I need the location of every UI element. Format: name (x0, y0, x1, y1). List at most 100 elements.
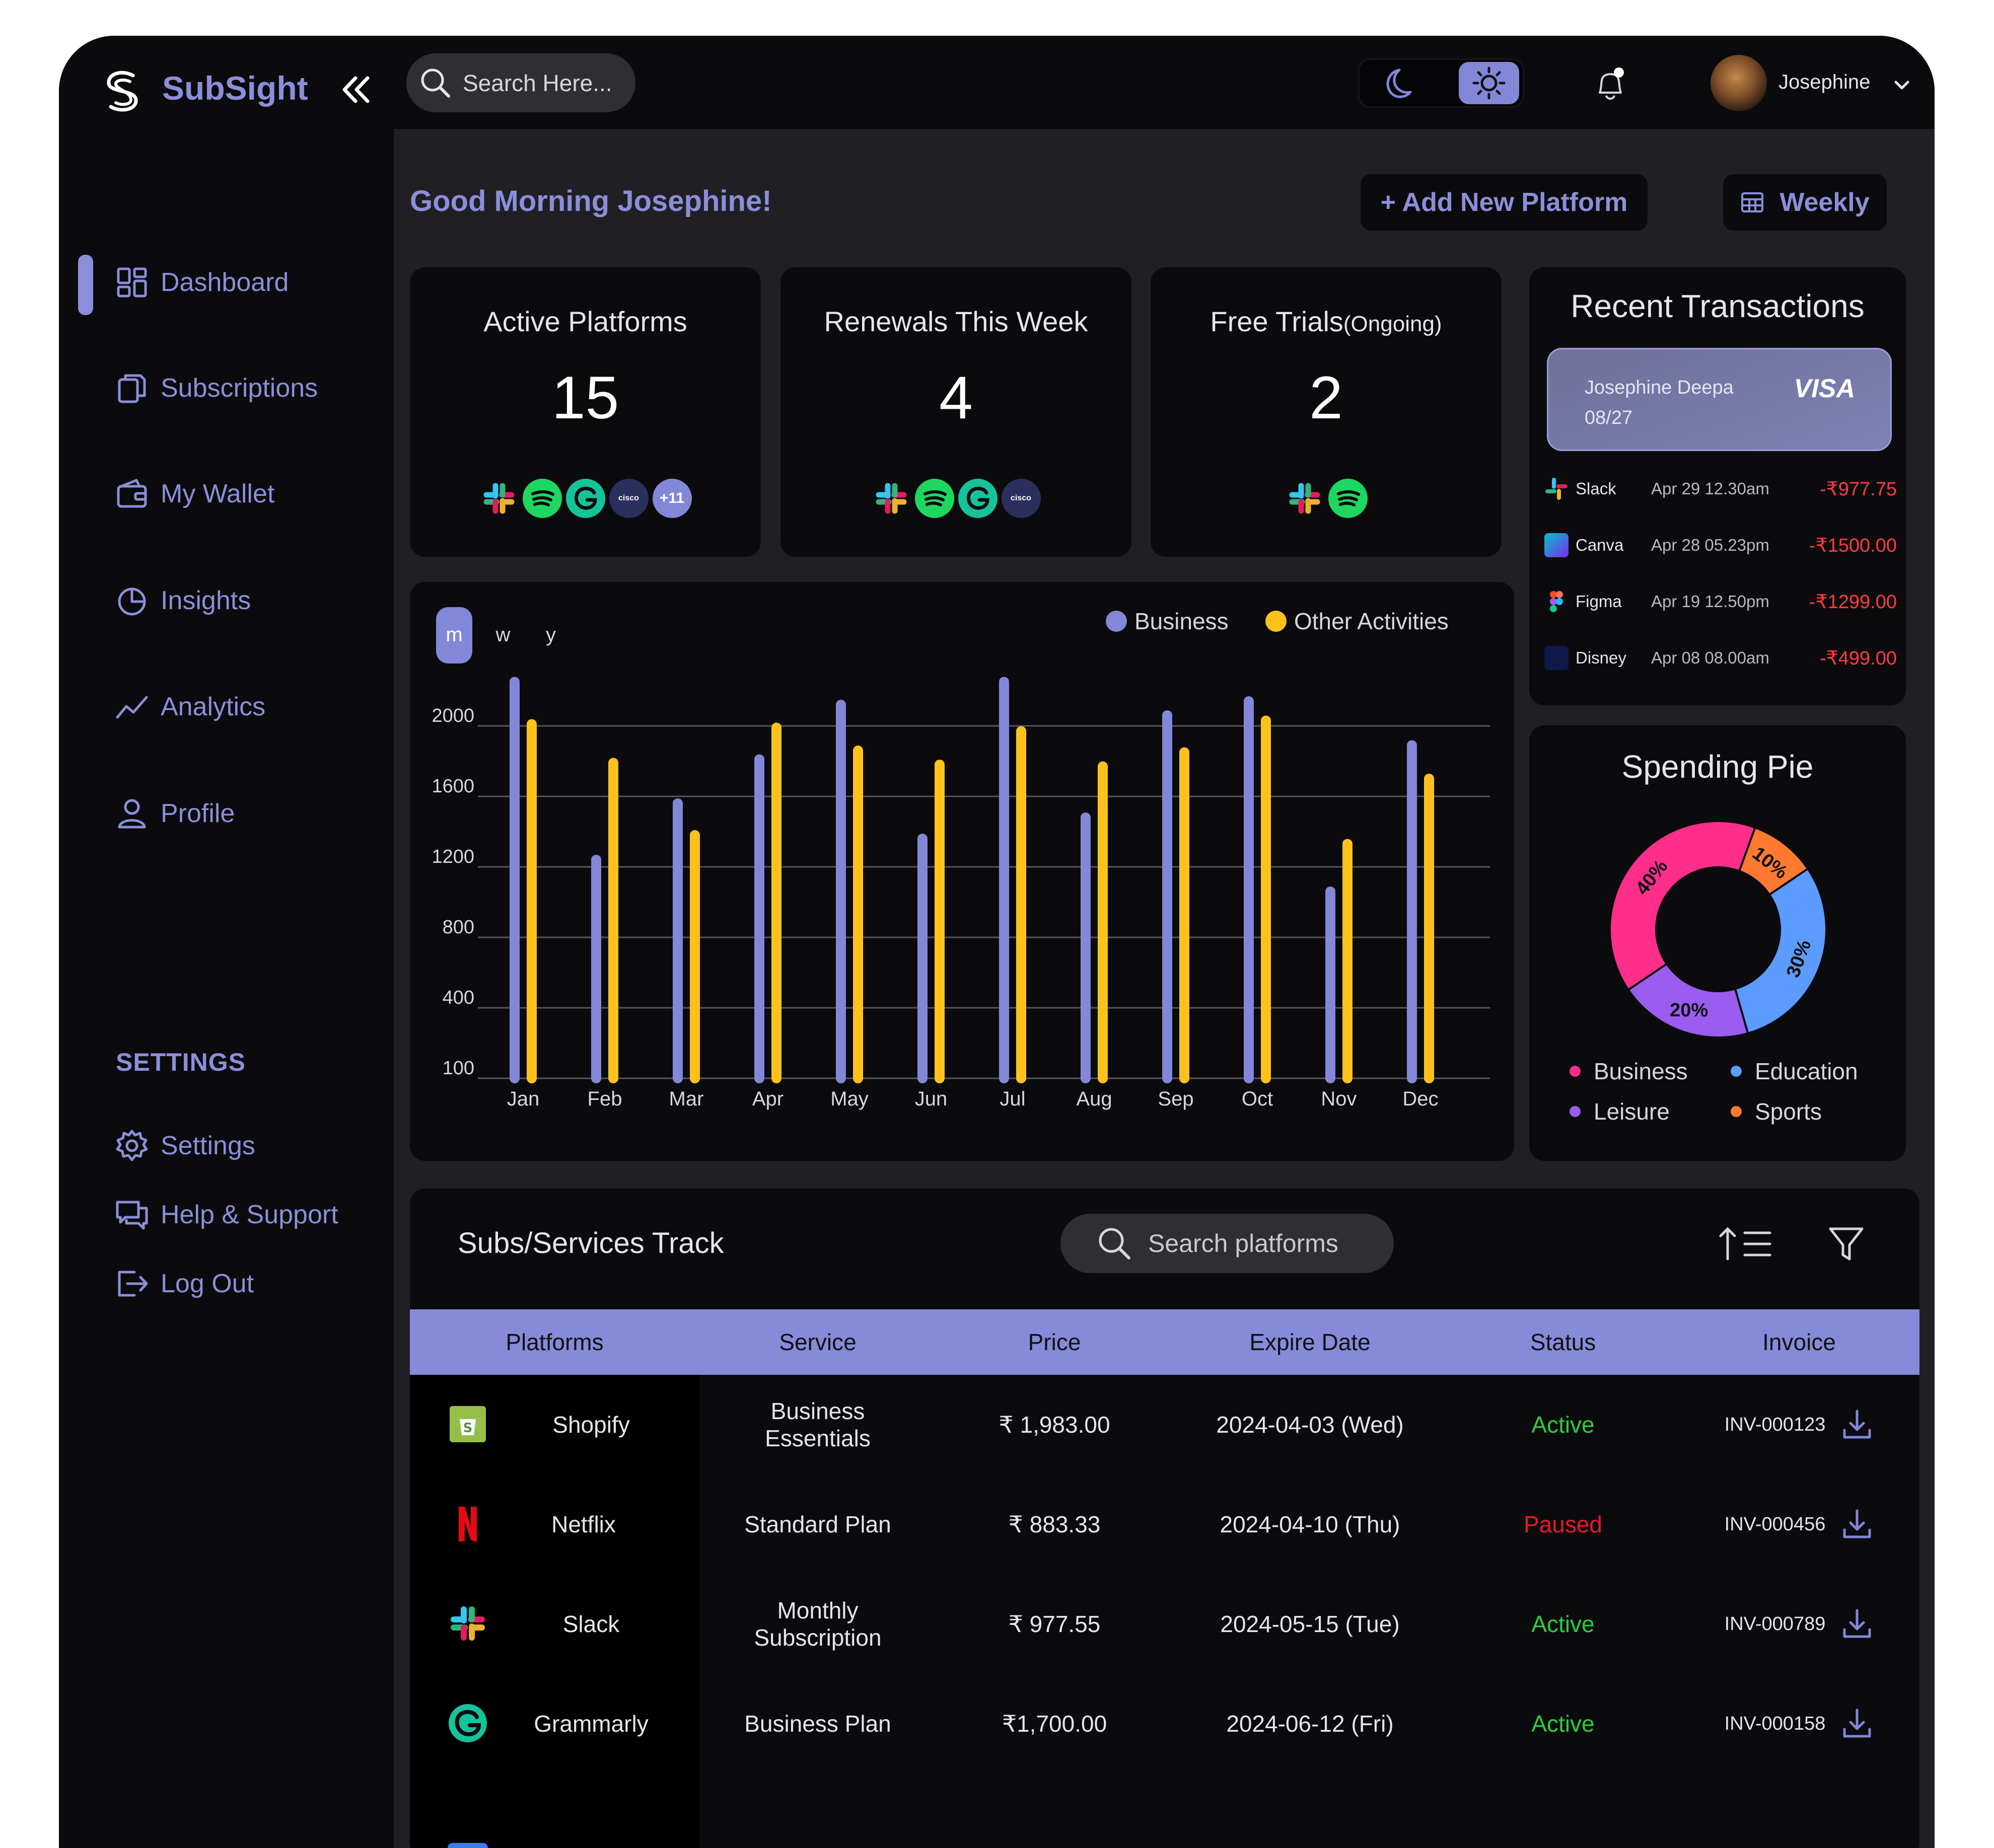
x-tick-label: Jan (507, 1088, 540, 1110)
transaction-row[interactable]: Canva Apr 28 05.23pm -₹1500.00 (1544, 530, 1897, 560)
platform-name: Netflix (551, 1511, 616, 1537)
download-icon[interactable] (1840, 1607, 1874, 1641)
sidebar-item-profile[interactable]: Profile (114, 796, 235, 831)
sidebar: Dashboard Subscriptions My Wallet Insigh… (59, 129, 394, 1848)
stat-title: Active Platforms (483, 306, 687, 337)
period-tab-m[interactable]: m (446, 624, 462, 646)
column-service[interactable]: Service (779, 1329, 857, 1355)
sort-icon[interactable] (1717, 1224, 1774, 1264)
global-search-input[interactable]: Search Here... (406, 53, 635, 112)
pie-slice-leisure (1626, 963, 1749, 1039)
insights-icon (118, 587, 146, 616)
invoice-cell: INV-000123 (1679, 1375, 1919, 1474)
sidebar-item-label: My Wallet (161, 479, 275, 508)
canva-icon (1544, 533, 1569, 557)
y-tick-label: 1200 (432, 846, 474, 867)
legend-dot (1570, 1066, 1581, 1077)
invoice-cell: INV-000158 (1679, 1674, 1919, 1773)
platform-name: Slack (562, 1611, 620, 1637)
period-tab-active-bg[interactable] (436, 607, 472, 663)
grammarly-icon (958, 479, 998, 518)
x-tick-label: Aug (1076, 1088, 1112, 1110)
gear-icon (116, 1130, 148, 1161)
period-select-button[interactable]: Weekly (1723, 174, 1887, 231)
transaction-amount: -₹499.00 (1819, 647, 1897, 669)
stat-value: 4 (939, 364, 973, 431)
platform-search-input[interactable]: Search platforms (1060, 1214, 1394, 1273)
download-icon[interactable] (1840, 1707, 1874, 1740)
transaction-amount: -₹977.75 (1819, 478, 1897, 500)
filter-icon[interactable] (1827, 1224, 1865, 1264)
status-badge: Active (1531, 1611, 1595, 1637)
transactions-title: Recent Transactions (1571, 288, 1865, 324)
notification-bell-icon[interactable] (1590, 63, 1630, 106)
sidebar-item-dashboard[interactable]: Dashboard (114, 265, 289, 300)
top-bar: SubSight Search Here... (59, 36, 1935, 129)
pie-legend-sports: Sports (1731, 1098, 1822, 1125)
legend-dot (1570, 1106, 1581, 1117)
recent-transactions-card: Recent Transactions Josephine Deepa 08/2… (1529, 267, 1906, 705)
renewals-card: Renewals This Week 4 cisco (780, 267, 1131, 557)
moon-icon[interactable] (1374, 65, 1414, 103)
legend-dot (1731, 1066, 1742, 1077)
collapse-sidebar-icon[interactable] (338, 72, 374, 107)
x-tick-label: May (830, 1088, 869, 1110)
light-mode-button[interactable] (1459, 62, 1519, 104)
platform-name: Shopify (552, 1412, 630, 1438)
free-trials-card: Free Trials(Ongoing) 2 (1151, 267, 1502, 557)
table-row[interactable]: Netflix Standard Plan ₹ 883.33 2024-04-1… (410, 1474, 1919, 1574)
transaction-name: Disney (1576, 648, 1626, 667)
table-row[interactable]: Slack Monthly Subscription ₹ 977.55 2024… (410, 1574, 1919, 1674)
chevron-down-icon[interactable] (1892, 75, 1912, 95)
slack-icon (871, 479, 911, 518)
transaction-row[interactable]: Slack Apr 29 12.30am -₹977.75 (1544, 474, 1897, 504)
app-window: SubSight Search Here... (59, 36, 1935, 1848)
svg-text:S: S (463, 1421, 473, 1436)
column-price[interactable]: Price (1028, 1329, 1081, 1355)
price: ₹ 1,983.00 (999, 1412, 1110, 1438)
sidebar-item-my-wallet[interactable]: My Wallet (114, 476, 274, 511)
column-status[interactable]: Status (1530, 1329, 1596, 1355)
stat-value: 2 (1309, 364, 1343, 431)
transaction-amount: -₹1500.00 (1809, 535, 1897, 556)
calendar-icon (1741, 192, 1764, 212)
avatar[interactable] (1711, 55, 1767, 111)
table-row[interactable]: S Shopify Business Essentials ₹ 1,983.00… (410, 1375, 1919, 1474)
transaction-row[interactable]: Figma Apr 19 12.50pm -₹1299.00 (1544, 586, 1897, 617)
subscriptions-icon (118, 374, 146, 403)
add-new-platform-button[interactable]: + Add New Platform (1361, 174, 1648, 231)
status-badge: Active (1531, 1412, 1595, 1438)
legend-dot (1265, 611, 1287, 632)
period-tab-w[interactable]: w (495, 624, 511, 646)
period-tab-y[interactable]: y (546, 624, 556, 646)
sidebar-item-subscriptions[interactable]: Subscriptions (114, 371, 318, 406)
search-placeholder: Search Here... (463, 69, 612, 96)
pie-legend-business: Business (1570, 1058, 1688, 1085)
sidebar-item-help-support[interactable]: Help & Support (114, 1197, 338, 1232)
help-icon (116, 1201, 148, 1230)
transaction-name: Canva (1576, 536, 1624, 554)
download-icon[interactable] (1840, 1408, 1874, 1441)
visa-card[interactable]: Josephine Deepa 08/27 VISA (1547, 348, 1892, 451)
legend-dot (1731, 1106, 1742, 1117)
platform-column-bg (410, 1375, 699, 1848)
period-label: Weekly (1779, 188, 1870, 217)
download-icon[interactable] (1840, 1508, 1874, 1541)
column-platforms[interactable]: Platforms (506, 1329, 604, 1355)
pie-label-leisure: 20% (1670, 1000, 1708, 1021)
grammarly-icon (449, 1704, 487, 1742)
transaction-row[interactable]: Disney Apr 08 08.00am -₹499.00 (1544, 643, 1897, 673)
sidebar-item-log-out[interactable]: Log Out (114, 1266, 254, 1301)
sidebar-item-settings[interactable]: Settings (114, 1128, 255, 1163)
platform-name: Grammarly (534, 1711, 649, 1737)
table-row[interactable]: Grammarly Business Plan ₹1,700.00 2024-0… (410, 1674, 1919, 1773)
column-expire-date[interactable]: Expire Date (1249, 1329, 1371, 1355)
column-invoice[interactable]: Invoice (1762, 1329, 1836, 1355)
transaction-name: Slack (1576, 479, 1616, 498)
user-name[interactable]: Josephine (1778, 71, 1871, 93)
invoice-cell: INV-000789 (1679, 1574, 1919, 1674)
table-header: Platforms Service Price Expire Date Stat… (410, 1309, 1919, 1375)
sidebar-item-insights[interactable]: Insights (114, 583, 251, 618)
sidebar-item-analytics[interactable]: Analytics (114, 689, 265, 724)
pie-title: Spending Pie (1621, 749, 1814, 785)
